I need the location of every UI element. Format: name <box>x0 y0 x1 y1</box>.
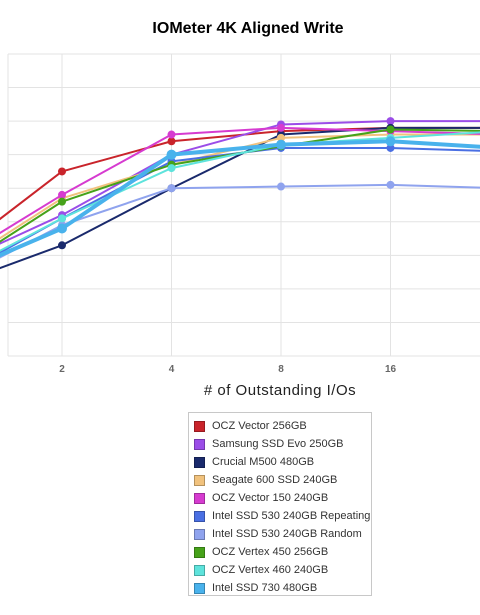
legend-item: Intel SSD 530 240GB Random <box>189 525 371 543</box>
x-tick-label: 8 <box>278 364 284 375</box>
data-point <box>277 123 285 132</box>
legend-label: OCZ Vector 256GB <box>212 420 307 432</box>
legend-swatch <box>194 474 205 486</box>
legend-item: Intel SSD 730 480GB <box>189 579 371 597</box>
legend-swatch <box>194 456 205 468</box>
series-9 <box>0 136 480 258</box>
data-point <box>386 117 395 126</box>
legend-label: Crucial M500 480GB <box>212 456 315 468</box>
legend-label: OCZ Vertex 450 256GB <box>212 546 329 558</box>
x-tick-labels: 2 4 8 16 <box>59 364 396 375</box>
data-point <box>386 125 395 134</box>
data-point <box>58 241 66 250</box>
series-line <box>0 183 480 259</box>
legend-swatch <box>194 528 205 540</box>
series-layer <box>0 117 480 270</box>
legend-label: OCZ Vertex 460 240GB <box>212 564 329 576</box>
data-point <box>58 190 66 199</box>
x-tick-label: 2 <box>59 364 65 375</box>
legend-item: OCZ Vector 150 240GB <box>189 489 371 507</box>
legend: OCZ Vector 256GB Samsung SSD Evo 250GB Cru… <box>188 412 372 596</box>
data-point <box>167 130 176 139</box>
data-point <box>167 184 176 193</box>
series-line <box>0 120 480 245</box>
data-point <box>167 164 176 173</box>
legend-item: OCZ Vector 256GB <box>189 417 371 435</box>
data-point <box>167 137 176 146</box>
x-tick-label: 4 <box>169 364 175 375</box>
grid-lines <box>7 53 480 357</box>
legend-swatch <box>194 438 205 450</box>
legend-label: Samsung SSD Evo 250GB <box>212 438 344 450</box>
legend-label: OCZ Vector 150 240GB <box>212 492 329 504</box>
legend-swatch <box>194 564 205 576</box>
data-point <box>166 149 177 160</box>
data-point <box>386 143 395 152</box>
data-point <box>385 136 396 147</box>
data-point <box>277 182 285 191</box>
series-line <box>0 126 480 235</box>
series-3 <box>0 130 480 240</box>
legend-item: Intel SSD 530 240GB Repeating <box>189 507 371 525</box>
legend-label: Intel SSD 530 240GB Repeating <box>212 510 371 522</box>
legend-item: Crucial M500 480GB <box>189 453 371 471</box>
chart-title: IOMeter 4K Aligned Write <box>152 20 344 37</box>
data-point <box>386 180 395 189</box>
series-line <box>0 126 480 270</box>
plot-area: 2 4 8 16 <box>0 53 480 375</box>
series-line <box>0 128 480 243</box>
legend-label: Intel SSD 730 480GB <box>212 582 318 594</box>
series-line <box>0 131 480 252</box>
legend-label: Intel SSD 530 240GB Random <box>212 528 362 540</box>
series-line <box>0 139 480 258</box>
legend-item: Seagate 600 SSD 240GB <box>189 471 371 489</box>
series-1 <box>0 117 480 245</box>
legend-item: OCZ Vertex 460 240GB <box>189 561 371 579</box>
legend-swatch <box>194 582 205 594</box>
data-point <box>276 139 286 150</box>
legend-swatch <box>194 492 205 504</box>
x-axis-label: # of Outstanding I/Os <box>203 382 357 399</box>
legend-swatch <box>194 510 205 522</box>
legend-swatch <box>194 546 205 558</box>
legend-swatch <box>194 420 205 432</box>
legend-label: Seagate 600 SSD 240GB <box>212 474 338 486</box>
data-point <box>277 133 285 142</box>
data-point <box>58 167 66 176</box>
x-tick-label: 16 <box>385 364 397 375</box>
data-point <box>58 197 66 206</box>
series-6 <box>0 180 480 259</box>
data-point <box>57 223 67 234</box>
legend-item: OCZ Vertex 450 256GB <box>189 543 371 561</box>
data-point <box>58 214 66 223</box>
legend-item: Samsung SSD Evo 250GB <box>189 435 371 453</box>
